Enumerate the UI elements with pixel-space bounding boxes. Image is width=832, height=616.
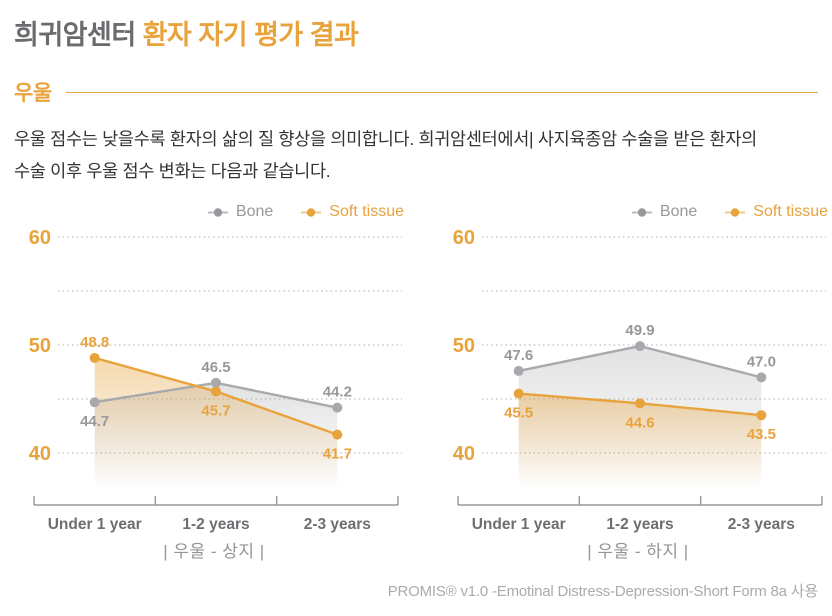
chart-upper-limb: Bone Soft tissue 60 50 40 44.7 46.5 44.2 48.8 4… [14,200,414,562]
data-point-soft-tissue [89,353,100,364]
data-point-soft-tissue [756,410,767,421]
value-label-soft-tissue: 48.8 [80,334,109,351]
value-label-bone: 46.5 [201,359,230,376]
section-divider [65,91,818,93]
x-axis-label: 1-2 years [606,516,673,533]
chart-caption-upper-limb: | 우울 - 상지 | [163,542,265,562]
page-title-prefix: 희귀암센터 [14,20,136,50]
y-axis-label: 60 [29,227,51,249]
data-point-bone [635,341,645,352]
y-axis-label: 40 [453,443,475,465]
chart-lower-limb: Bone Soft tissue 60 50 40 47.6 49.9 47.0 45.5 4… [438,200,832,562]
x-axis-label: 2-3 years [728,516,795,533]
area-soft-tissue [518,393,762,489]
value-label-bone: 47.0 [747,353,776,370]
section-header: 우울 [14,77,818,107]
data-point-soft-tissue [211,386,221,397]
data-point-soft-tissue [635,398,645,409]
legend-item-soft-tissue: Soft tissue [300,203,404,221]
legend-item-bone: Bone [631,203,697,221]
legend-marker-soft-tissue-icon [725,207,746,217]
value-label-soft-tissue: 44.6 [625,414,654,431]
data-point-bone [756,372,767,383]
y-axis-label: 40 [29,443,51,465]
x-axis-label: 1-2 years [182,516,249,533]
y-axis-label: 50 [29,335,51,357]
section-label: 우울 [14,82,52,106]
value-label-bone: 47.6 [504,347,533,364]
data-point-bone [332,402,343,413]
legend-label-bone: Bone [235,203,274,221]
legend-marker-bone-icon [631,207,652,217]
x-axis-label: Under 1 year [472,516,566,533]
value-label-bone: 44.7 [80,413,109,430]
chart-legend: Bone Soft tissue [14,200,414,224]
value-label-soft-tissue: 43.5 [747,426,776,443]
source-note: PROMIS® v1.0 -Emotinal Distress-Depressi… [387,583,819,600]
chart-caption-lower-limb: | 우울 - 하지 | [587,542,689,562]
data-point-soft-tissue [513,388,524,399]
value-label-bone: 44.2 [323,384,352,401]
y-axis-label: 60 [453,227,475,249]
x-axis-label: Under 1 year [48,516,142,533]
charts-row: Bone Soft tissue 60 50 40 44.7 46.5 44.2 48.8 4… [14,200,828,562]
value-label-soft-tissue: 41.7 [323,446,352,463]
line-chart-lower-limb: 60 50 40 47.6 49.9 47.0 45.5 44.6 43.5 Under 1 ye… [453,227,826,533]
area-soft-tissue [94,358,338,489]
y-axis-label: 50 [453,335,475,357]
legend-marker-soft-tissue-icon [301,207,322,217]
line-chart-upper-limb: 60 50 40 44.7 46.5 44.2 48.8 45.7 41.7 Under 1 ye… [29,227,402,533]
value-label-soft-tissue: 45.5 [504,405,533,422]
legend-item-bone: Bone [207,203,273,221]
data-point-soft-tissue [332,429,343,440]
page-title-main: 환자 자기 평가 결과 [142,20,359,50]
value-label-bone: 49.9 [625,322,654,339]
data-point-bone [89,397,100,408]
data-point-bone [211,377,221,388]
legend-marker-bone-icon [207,207,228,217]
legend-item-soft-tissue: Soft tissue [724,203,828,221]
chart-legend: Bone Soft tissue [438,200,832,224]
description-line-1: 우울 점수는 낮을수록 환자의 삶의 질 향상을 의미합니다. 희귀암센터에서|… [14,129,757,150]
page-title: 희귀암센터 환자 자기 평가 결과 [14,20,818,51]
legend-label-soft-tissue: Soft tissue [329,203,404,221]
x-axis-label: 2-3 years [304,516,371,533]
description-line-2: 수술 이후 우울 점수 변화는 다음과 같습니다. [14,161,331,182]
data-point-bone [513,365,524,376]
value-label-soft-tissue: 45.7 [201,402,230,419]
legend-label-soft-tissue: Soft tissue [753,203,828,221]
legend-label-bone: Bone [659,203,698,221]
description-text: 우울 점수는 낮을수록 환자의 삶의 질 향상을 의미합니다. 희귀암센터에서|… [14,123,818,187]
